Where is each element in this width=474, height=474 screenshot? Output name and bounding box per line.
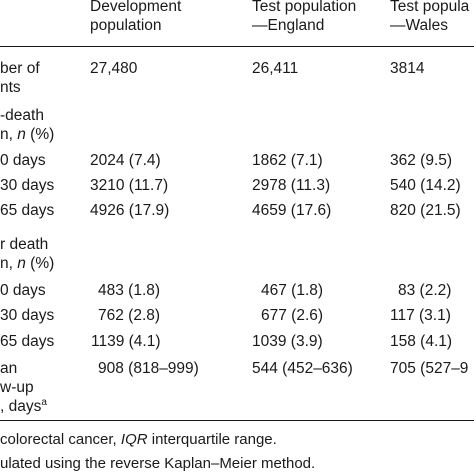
cell-value: 2024 (7.4) <box>90 152 161 169</box>
cell-value: 117 (3.1) <box>390 307 451 324</box>
section-label-any-death: -death n, n (%) <box>0 107 55 143</box>
footnote-method: ulated using the reverse Kaplan–Meier me… <box>0 455 316 472</box>
footer-rule <box>0 420 474 421</box>
cell-value: 158 (4.1) <box>390 333 453 350</box>
cell-value: 1039 (3.9) <box>252 333 323 350</box>
row-label: 65 days <box>0 333 55 350</box>
footnote-abbreviations: colorectal cancer, IQR interquartile ran… <box>0 431 277 448</box>
cell-value: 3210 (11.7) <box>90 177 169 194</box>
cell-value: 1139 (4.1) <box>91 333 161 350</box>
cell-value: 677 (2.6) <box>261 307 324 324</box>
cell-value: 762 (2.8) <box>98 307 161 324</box>
cell-value: 362 (9.5) <box>390 152 453 169</box>
cell-value: 467 (1.8) <box>261 282 324 299</box>
header-test-england: Test population —England <box>252 0 357 34</box>
cell-value: 4659 (17.6) <box>252 202 332 219</box>
cell-value: 83 (2.2) <box>398 282 452 299</box>
row-label-followup: an w-up , daysa <box>0 360 47 415</box>
cell-number-wales: 3814 <box>390 60 425 77</box>
cell-value: 4926 (17.9) <box>90 202 170 219</box>
cell-number-dev: 27,480 <box>90 60 138 77</box>
cell-followup-dev: 908 (818–999) <box>98 360 199 377</box>
cell-value: 1862 (7.1) <box>252 152 323 169</box>
header-test-wales: Test popula —Wales <box>390 0 470 34</box>
row-label: 30 days <box>0 307 55 324</box>
row-label: 30 days <box>0 177 55 194</box>
cell-followup-wales: 705 (527–9 <box>390 360 469 377</box>
row-label: 0 days <box>0 152 46 169</box>
cell-value: 820 (21.5) <box>390 202 461 219</box>
row-label: 0 days <box>0 282 46 299</box>
cell-value: 540 (14.2) <box>390 177 461 194</box>
row-label: 65 days <box>0 202 55 219</box>
header-development: Development population <box>90 0 182 34</box>
cell-value: 483 (1.8) <box>98 282 161 299</box>
row-label-number: ber of nts <box>0 60 40 96</box>
cell-number-eng: 26,411 <box>252 60 299 77</box>
section-label-other-death: r death n, n (%) <box>0 236 55 272</box>
cell-followup-eng: 544 (452–636) <box>252 360 353 377</box>
cell-value: 2978 (11.3) <box>252 177 331 194</box>
header-rule <box>0 46 474 47</box>
